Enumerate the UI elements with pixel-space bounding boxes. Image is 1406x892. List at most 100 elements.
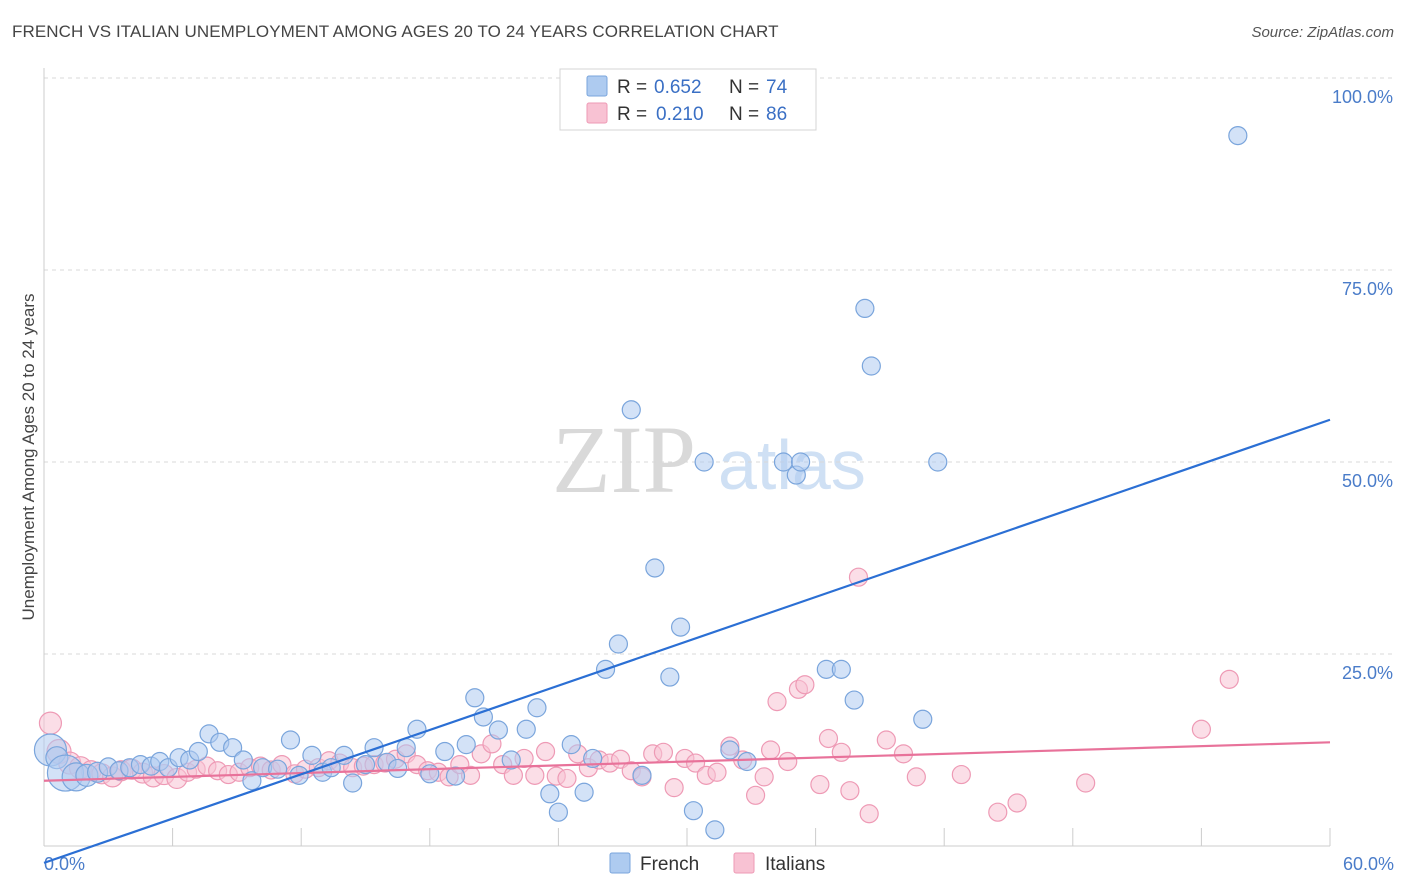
italians-point-0 (38, 711, 63, 735)
italians-point-85 (1191, 719, 1212, 739)
french-point-53 (621, 400, 641, 420)
italians-point-82 (988, 802, 1008, 822)
french-point-50 (583, 748, 603, 769)
french-points (33, 126, 1248, 840)
french-point-37 (435, 741, 455, 762)
french-point-45 (527, 698, 547, 718)
french-point-15 (188, 741, 208, 762)
french-point-19 (233, 750, 253, 770)
italians-point-73 (818, 728, 839, 749)
french-point-43 (501, 750, 521, 770)
legend-italians-r-value: 0.210 (656, 104, 704, 125)
french-point-60 (705, 820, 725, 840)
french-point-22 (268, 759, 288, 779)
french-trend-line (43, 418, 1331, 864)
italians-point-83 (1007, 793, 1027, 813)
legend-french-n-value: 74 (766, 77, 788, 98)
italians-point-78 (876, 730, 896, 750)
legend-french-swatch (586, 75, 608, 97)
italians-point-57 (653, 742, 674, 762)
italians-point-74 (831, 742, 851, 762)
legend-series: French Italians (609, 852, 825, 875)
italians-point-69 (778, 751, 798, 772)
gridlines (44, 77, 1392, 655)
x-tick-label-min: 0.0% (44, 854, 85, 874)
legend-french-r-value: 0.652 (654, 77, 702, 98)
italians-point-75 (840, 781, 860, 801)
french-point-52 (608, 634, 629, 654)
italians-point-81 (951, 764, 971, 785)
french-point-54 (632, 765, 652, 785)
italians-point-66 (754, 767, 774, 787)
legend-italians-swatch (586, 102, 608, 124)
watermark-zip: ZIP (552, 406, 696, 513)
legend-italians-r-label: R = (617, 104, 647, 125)
french-point-44 (516, 719, 536, 739)
bottom-legend-italians-label: Italians (765, 854, 825, 875)
french-point-25 (302, 745, 322, 765)
french-point-57 (670, 617, 691, 637)
french-point-31 (364, 738, 384, 758)
italians-point-84 (1076, 773, 1096, 793)
french-point-56 (660, 667, 680, 687)
french-point-33 (388, 758, 408, 779)
french-point-61 (720, 740, 740, 760)
y-axis-title: Unemployment Among Ages 20 to 24 years (19, 294, 38, 621)
french-point-42 (488, 720, 508, 740)
italians-points (38, 567, 1239, 824)
source-label: Source: ZipAtlas.com (1251, 24, 1394, 41)
french-point-29 (343, 773, 363, 793)
french-point-30 (355, 754, 376, 775)
french-point-70 (861, 356, 881, 376)
italians-point-80 (906, 767, 926, 787)
italians-point-71 (795, 675, 815, 695)
legend-italians-n-label: N = (729, 104, 759, 125)
italians-point-86 (1219, 669, 1239, 689)
y-tick-label-100: 100.0% (1332, 87, 1393, 107)
x-axis-ticks (43, 828, 1331, 846)
italians-point-58 (664, 778, 684, 798)
italians-point-60 (685, 753, 706, 773)
legend-italians-n-value: 86 (766, 104, 787, 125)
italians-trend-line (43, 741, 1331, 782)
italians-point-72 (810, 774, 830, 795)
legend-french-n-label: N = (729, 77, 759, 98)
x-tick-label-max: 60.0% (1343, 854, 1394, 874)
french-point-48 (561, 735, 581, 755)
french-point-73 (1228, 126, 1248, 146)
y-tick-label-50: 50.0% (1342, 471, 1393, 491)
italians-point-45 (525, 765, 545, 785)
french-point-20 (242, 771, 262, 791)
italians-point-48 (557, 768, 577, 789)
french-point-18 (223, 738, 243, 758)
french-point-47 (548, 802, 569, 822)
french-point-40 (465, 688, 485, 708)
legend-french-r-label: R = (617, 77, 647, 98)
french-point-72 (928, 452, 948, 472)
legend-stats: R = 0.652 N = 74 R = 0.210 N = 86 (559, 68, 817, 131)
french-point-59 (694, 452, 714, 472)
bottom-legend-french-swatch (609, 852, 631, 874)
bottom-legend-italians-swatch (733, 852, 755, 874)
y-tick-labels: 25.0% 50.0% 75.0% 100.0% (1332, 87, 1393, 683)
y-tick-label-75: 75.0% (1342, 279, 1393, 299)
french-point-68 (844, 690, 864, 710)
italians-point-46 (535, 741, 556, 762)
french-point-23 (280, 730, 301, 750)
italians-point-62 (707, 762, 727, 782)
french-point-71 (913, 709, 933, 729)
italians-point-65 (745, 785, 766, 805)
french-point-55 (645, 558, 665, 578)
french-point-38 (445, 766, 466, 786)
italians-point-68 (767, 692, 787, 712)
french-point-62 (737, 751, 757, 772)
french-point-65 (790, 452, 811, 472)
italians-point-77 (859, 804, 879, 824)
french-point-49 (574, 782, 594, 802)
chart-title: FRENCH VS ITALIAN UNEMPLOYMENT AMONG AGE… (12, 22, 779, 41)
french-point-39 (456, 735, 476, 755)
bottom-legend-french-label: French (640, 854, 699, 875)
french-point-69 (855, 298, 875, 318)
y-tick-label-25: 25.0% (1342, 663, 1393, 683)
